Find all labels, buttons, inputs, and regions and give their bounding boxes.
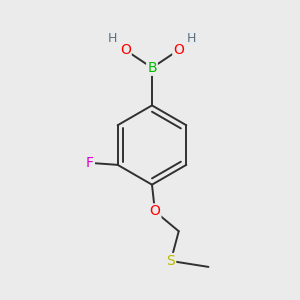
Text: H: H bbox=[187, 32, 196, 44]
Text: O: O bbox=[173, 43, 184, 57]
Text: O: O bbox=[149, 204, 161, 218]
Text: B: B bbox=[147, 61, 157, 75]
Text: S: S bbox=[167, 254, 175, 268]
Text: F: F bbox=[86, 156, 94, 170]
Text: H: H bbox=[108, 32, 117, 44]
Text: O: O bbox=[120, 43, 131, 57]
